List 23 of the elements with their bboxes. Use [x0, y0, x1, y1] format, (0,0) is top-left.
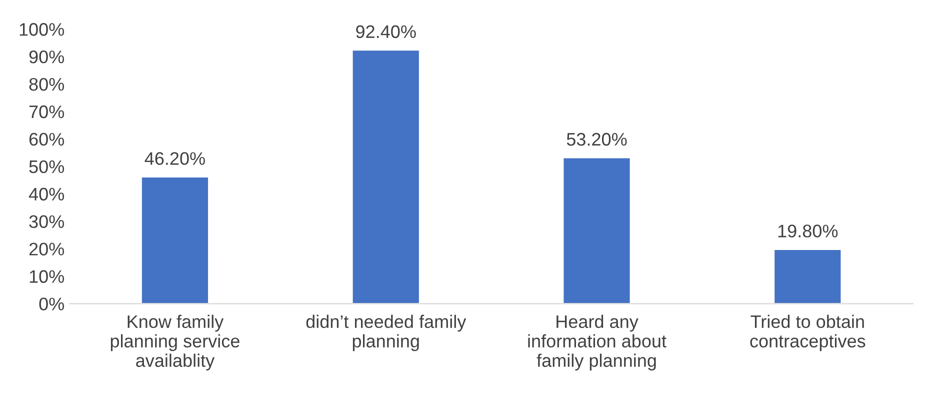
bar	[351, 49, 420, 304]
x-tick-label: Tried to obtain contraceptives	[750, 314, 866, 352]
y-tick-label: 30%	[29, 215, 64, 228]
y-tick-label: 90%	[29, 50, 64, 64]
y-tick-label: 50%	[29, 160, 64, 174]
data-label: 19.80%	[778, 224, 838, 238]
bar	[562, 156, 632, 304]
data-label: 92.40%	[356, 25, 416, 38]
x-tick-label: didn’t needed family planning	[306, 314, 466, 352]
y-tick-label: 0%	[39, 298, 64, 310]
bar	[773, 248, 842, 304]
data-label: 53.20%	[566, 132, 627, 146]
y-tick-label: 60%	[29, 132, 64, 146]
y-tick-label: 80%	[29, 78, 64, 91]
y-tick-label: 10%	[30, 270, 64, 283]
y-tick-label: 20%	[29, 242, 64, 256]
y-tick-label: 100%	[20, 23, 64, 36]
x-tick-label: Know family planning service availablity	[110, 314, 240, 371]
y-tick-label: 70%	[29, 105, 64, 118]
data-label: 46.20%	[144, 152, 205, 165]
bar	[140, 176, 210, 304]
x-tick-label: Heard any information about family planning	[528, 314, 666, 371]
y-tick-label: 40%	[28, 188, 64, 201]
